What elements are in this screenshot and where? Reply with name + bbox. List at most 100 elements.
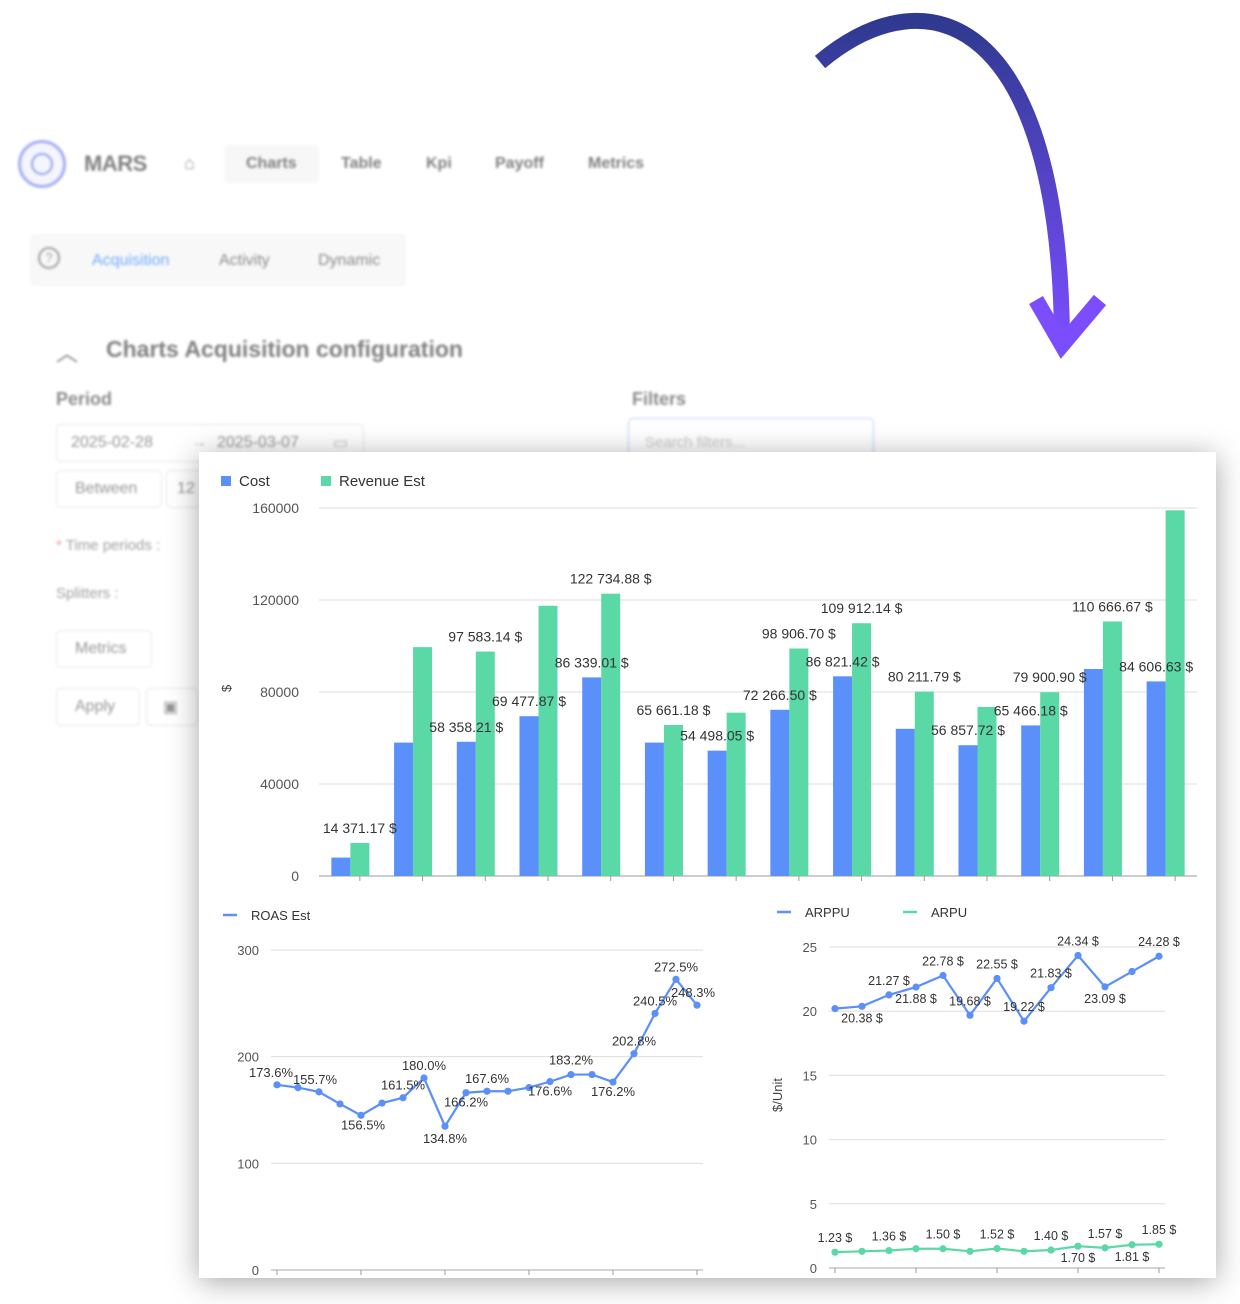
- data-label: 1.23 $: [818, 1231, 853, 1245]
- data-label: 180.0%: [402, 1058, 447, 1073]
- data-label: 1.81 $: [1115, 1250, 1150, 1264]
- legend-label: ARPU: [931, 905, 967, 920]
- legend-label: ROAS Est: [251, 908, 311, 923]
- subtab-activity[interactable]: Activity: [219, 252, 270, 269]
- data-point: [831, 1005, 839, 1013]
- data-point: [273, 1081, 281, 1089]
- metrics-button[interactable]: Metrics: [56, 630, 152, 668]
- data-point: [885, 1246, 893, 1255]
- filters-placeholder: Search filters...: [645, 434, 746, 451]
- bar: [1021, 725, 1041, 876]
- time-periods-label: * Time periods :: [56, 537, 161, 554]
- data-label: 156.5%: [341, 1117, 386, 1132]
- chevron-up-icon[interactable]: ︿: [56, 341, 79, 366]
- tab-charts[interactable]: Charts: [224, 145, 319, 183]
- home-icon[interactable]: ⌂: [184, 153, 195, 173]
- data-label: 22.78 $: [922, 955, 964, 969]
- data-point: [912, 1245, 920, 1253]
- subtab-bar: [30, 234, 406, 286]
- y-tick-label: 0: [291, 868, 299, 884]
- help-icon[interactable]: ?: [38, 247, 60, 269]
- data-label: 176.6%: [528, 1084, 573, 1099]
- bar: [789, 648, 809, 876]
- tab-table[interactable]: Table: [341, 155, 382, 172]
- data-point: [315, 1088, 323, 1096]
- data-point: [993, 1244, 1001, 1253]
- data-label: 134.8%: [423, 1131, 468, 1146]
- data-label: 109 912.14 $: [821, 600, 903, 616]
- tab-metrics[interactable]: Metrics: [588, 155, 645, 172]
- data-point: [504, 1087, 512, 1095]
- period-start: 2025-02-28: [71, 434, 153, 451]
- tab-payoff[interactable]: Payoff: [495, 155, 544, 172]
- y-tick-label: 25: [803, 940, 817, 955]
- data-label: 14 371.17 $: [323, 820, 397, 836]
- data-label: 1.85 $: [1142, 1223, 1177, 1237]
- bar: [895, 728, 915, 876]
- charts-panel: 0 40000 80000 120000 160000 $ Cost Revenue Est 1…: [199, 452, 1216, 1278]
- bar: [1165, 510, 1185, 876]
- data-label: 167.6%: [465, 1071, 510, 1086]
- data-point: [588, 1070, 596, 1079]
- data-point: [672, 975, 680, 983]
- subtab-acquisition[interactable]: Acquisition: [92, 252, 170, 269]
- data-point: [831, 1248, 839, 1256]
- y-tick-label: 100: [237, 1156, 259, 1171]
- data-point: [525, 1084, 533, 1092]
- data-point: [939, 1245, 947, 1253]
- legend-swatch: [321, 476, 331, 486]
- bar: [350, 842, 370, 876]
- data-label: 240.5%: [633, 993, 678, 1008]
- data-point: [912, 983, 920, 991]
- bar: [475, 651, 495, 876]
- data-label: 58 358.21 $: [429, 719, 503, 735]
- y-tick-label: 40000: [260, 776, 299, 792]
- data-point: [357, 1111, 365, 1119]
- data-label: 97 583.14 $: [448, 629, 522, 645]
- y-tick-label: 200: [237, 1050, 259, 1065]
- tab-kpi[interactable]: Kpi: [426, 155, 452, 172]
- calendar-icon[interactable]: ▭: [333, 435, 349, 452]
- data-point: [693, 1001, 701, 1009]
- period-label: Period: [56, 389, 113, 409]
- data-label: 161.5%: [381, 1078, 426, 1093]
- data-point: [885, 991, 893, 999]
- data-label: 1.70 $: [1061, 1251, 1096, 1265]
- range-arrow-icon: →: [191, 434, 207, 451]
- data-point: [993, 974, 1001, 983]
- data-point: [567, 1070, 575, 1079]
- charts-svg: 0 40000 80000 120000 160000 $ Cost Revenue Est 1…: [219, 473, 1197, 1278]
- bar: [958, 745, 978, 876]
- data-point: [1155, 952, 1163, 960]
- data-label: 21.88 $: [895, 992, 937, 1006]
- subtab-dynamic[interactable]: Dynamic: [318, 252, 381, 269]
- apply-button[interactable]: Apply: [56, 688, 140, 726]
- y-tick-label: 300: [237, 943, 259, 958]
- data-label: 19.22 $: [1003, 1000, 1045, 1014]
- y-tick-label: 0: [252, 1263, 259, 1278]
- bar: [914, 691, 934, 876]
- bar: [1102, 621, 1122, 876]
- data-label: 24.34 $: [1057, 934, 1099, 948]
- period-mode-select[interactable]: Between: [56, 470, 162, 508]
- y-tick-label: 20: [803, 1004, 817, 1019]
- bar: [456, 741, 476, 876]
- data-label: 155.7%: [293, 1072, 338, 1087]
- data-label: 21.27 $: [868, 974, 910, 988]
- bar: [707, 750, 727, 876]
- data-label: 98 906.70 $: [762, 626, 836, 642]
- data-label: 166.2%: [444, 1095, 489, 1110]
- bar: [644, 742, 664, 876]
- bar: [663, 724, 683, 876]
- data-label: 1.40 $: [1034, 1229, 1069, 1243]
- data-label: 110 666.67 $: [1072, 598, 1153, 614]
- data-label: 54 498.05 $: [680, 728, 754, 744]
- y-tick-label: 80000: [260, 684, 299, 700]
- period-end: 2025-03-07: [217, 434, 299, 451]
- save-button[interactable]: ▣: [146, 688, 198, 726]
- data-point: [1155, 1240, 1163, 1248]
- data-point: [1020, 1017, 1028, 1025]
- data-label: 22.55 $: [976, 957, 1018, 971]
- y-tick-label: 160000: [252, 500, 299, 516]
- bar: [331, 857, 351, 876]
